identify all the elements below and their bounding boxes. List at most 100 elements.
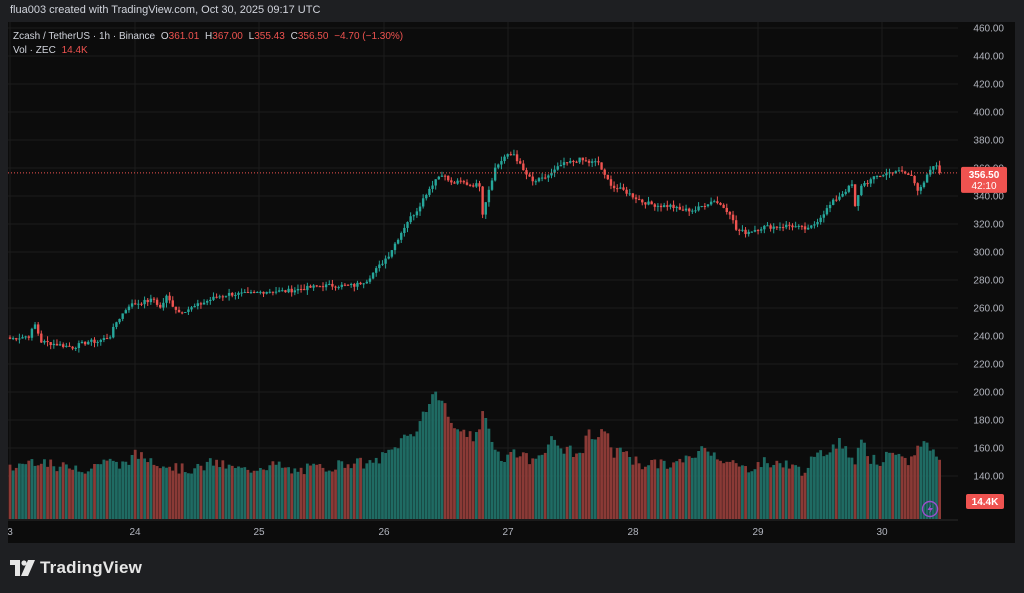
candle-body [130,303,134,307]
candle-body [36,324,40,334]
volume-bar [650,459,654,519]
candle-body [600,162,603,170]
volume-bar [775,460,779,519]
candle-body [124,310,128,314]
volume-bars [8,391,942,519]
volume-bar [180,463,184,519]
candle-body [625,189,628,194]
price-chart[interactable]: 460.00440.00420.00400.00380.00360.00340.… [7,22,1015,543]
candle-body [738,229,741,231]
volume-bar [421,411,425,519]
time-tick-label: 27 [502,527,514,538]
volume-bar [30,459,34,519]
time-tick-label: 26 [378,527,390,538]
candle-body [375,268,378,273]
volume-bar [681,462,685,519]
candle-body [143,299,146,305]
volume-bar [102,459,106,519]
candle-body [678,206,682,210]
volume-badge: 14.4K [966,494,1004,509]
candle-body [18,338,21,340]
candle-body [722,204,725,208]
volume-bar [443,403,447,519]
candle-body [199,303,203,305]
volume-bar [428,404,431,519]
volume-bar [556,445,560,519]
candle-body [187,309,190,312]
candle-body [33,324,37,329]
volume-bar [412,436,416,519]
volume-bar [233,468,237,519]
candle-body [328,283,331,285]
volume-bar [872,454,876,519]
time-axis[interactable]: 3 24 25 26 27 28 29 30 [7,519,958,538]
candle-body [691,210,694,212]
volume-bar [537,455,541,519]
volume-bar [719,460,722,519]
volume-bar [199,465,203,519]
candle-body [318,286,322,288]
volume-bar [762,457,766,519]
candle-body [709,201,713,205]
volume-bar [578,452,582,519]
volume-bar [709,455,713,519]
candle-body [556,166,559,170]
candle-body [409,216,412,223]
candle-body [910,174,913,176]
candle-body [688,208,691,212]
lightning-icon[interactable] [921,500,939,518]
volume-bar [769,467,772,519]
volume-bar [919,446,923,519]
volume-bar [913,455,916,519]
volume-bar [74,465,78,519]
candle-body [534,181,538,183]
candle-body [850,184,854,186]
volume-bar [490,441,494,519]
candle-body [872,176,876,180]
volume-bar [866,456,870,519]
candle-body [490,180,494,190]
candle-body [265,291,268,294]
candle-body [487,189,491,203]
volume-bar [227,464,231,519]
candle-body [252,292,256,294]
candle-body [30,328,34,338]
candle-body [609,179,613,186]
candle-body [180,312,184,314]
volume-bar [512,449,516,519]
volume-bar [787,468,791,519]
candle-body [90,339,93,342]
tradingview-logo: TradingView [10,558,142,578]
candle-body [443,175,447,177]
volume-bar [399,438,403,519]
volume-bar [387,449,391,519]
volume-bar [553,439,557,519]
volume-bar [89,468,93,519]
volume-bar [546,444,550,519]
volume-bar [293,468,297,519]
volume-bar [17,463,21,519]
candle-body [287,288,290,293]
candle-body [544,177,547,179]
chart-frame[interactable]: 460.00440.00420.00400.00380.00360.00340.… [7,22,1015,543]
volume-bar [33,465,37,519]
volume-bar [140,452,143,519]
price-tick-label: 440.00 [973,52,1004,63]
volume-bar [509,451,513,519]
volume-bar [105,460,109,519]
volume-bar [168,466,172,519]
volume-bar [572,457,575,519]
volume-bar [224,468,228,519]
candle-body [346,284,350,286]
candle-body [368,278,372,282]
volume-bar [280,467,284,519]
candle-body [434,179,437,186]
volume-bar [274,464,278,519]
volume-bar [531,458,535,519]
candle-body [825,208,829,215]
volume-bar [603,431,607,519]
volume-bar [321,467,325,519]
candle-body [706,204,710,207]
candle-body [684,208,688,211]
price-axis[interactable]: 460.00440.00420.00400.00380.00360.00340.… [973,24,1004,483]
